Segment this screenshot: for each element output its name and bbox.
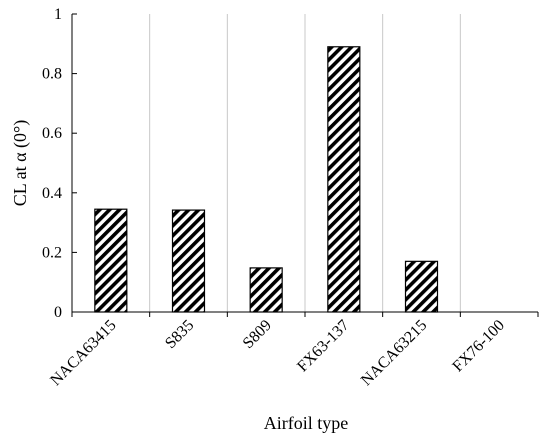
y-axis-title: CL at α (0°)	[10, 120, 31, 206]
x-category-label: S835	[162, 317, 197, 352]
y-tick-label: 0.4	[42, 185, 62, 202]
y-tick-label: 0.6	[42, 125, 62, 142]
labels: 0 0.2 0.4 0.6 0.8 1 NACA63415 S835 S809 FX63-137 N…	[42, 6, 508, 389]
bar-naca63215	[404, 260, 439, 313]
y-tick-label: 0.2	[42, 244, 62, 261]
bar-s835	[171, 209, 206, 313]
grid-lines	[149, 14, 461, 312]
bar-fx63-137	[327, 46, 361, 313]
bars	[94, 46, 439, 313]
x-category-label: NACA63215	[358, 317, 430, 389]
x-category-label: S809	[240, 317, 275, 352]
x-axis-title: Airfoil type	[264, 413, 348, 433]
y-tick-label: 1	[54, 6, 62, 23]
x-category-label: FX63-137	[294, 317, 353, 376]
x-category-label: NACA63415	[47, 317, 119, 389]
x-category-label: FX76-100	[449, 317, 508, 376]
y-tick-label: 0.8	[42, 66, 62, 83]
y-tick-label: 0	[54, 304, 62, 321]
bar-naca63415	[94, 208, 128, 313]
bar-s809	[249, 267, 283, 313]
axes	[71, 13, 539, 317]
